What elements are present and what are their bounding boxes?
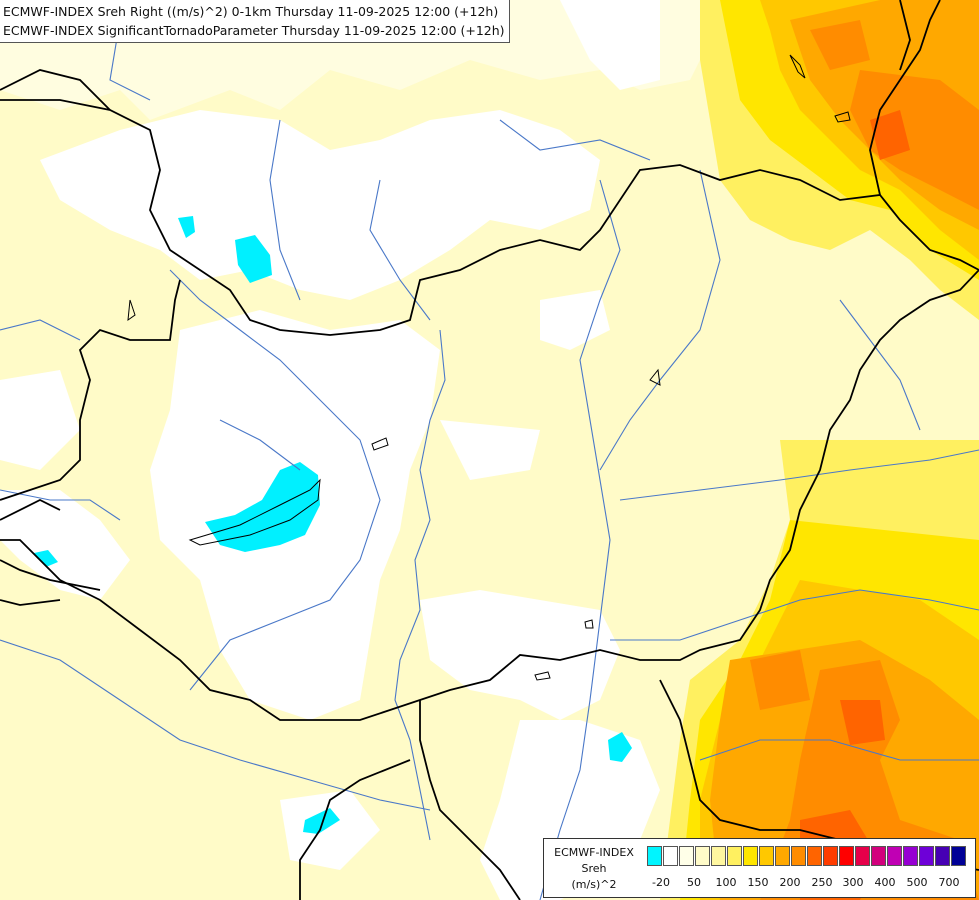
legend-swatch: [823, 846, 838, 866]
legend-swatch: [743, 846, 758, 866]
legend-swatch: [727, 846, 742, 866]
legend-swatch: [887, 846, 902, 866]
legend-swatch: [871, 846, 886, 866]
legend-tick-label: 500: [906, 876, 928, 889]
legend-swatch: [807, 846, 822, 866]
legend-swatch: [903, 846, 918, 866]
legend-swatch: [919, 846, 934, 866]
legend-swatch: [711, 846, 726, 866]
legend-variable: Sreh: [581, 862, 607, 875]
lakes: [127, 54, 851, 681]
legend-swatch: [839, 846, 854, 866]
legend-units: (m/s)^2: [571, 878, 617, 891]
legend-tick-label: 100: [715, 876, 737, 889]
legend-swatch: [679, 846, 694, 866]
color-legend: ECMWF-INDEX Sreh (m/s)^2 -20 50 100 150 200 2…: [543, 838, 976, 898]
legend-tick-label: 400: [874, 876, 896, 889]
legend-tick-label: 200: [779, 876, 801, 889]
legend-tick-label: -20: [652, 876, 670, 889]
negative-sreh-areas: [34, 216, 632, 834]
map-title-box: ECMWF-INDEX Sreh Right ((m/s)^2) 0-1km T…: [0, 0, 510, 43]
legend-tick-label: 250: [811, 876, 833, 889]
title-line-2: ECMWF-INDEX SignificantTornadoParameter …: [3, 23, 505, 38]
legend-tick-label: 300: [842, 876, 864, 889]
rivers: [0, 19, 979, 900]
low-value-areas: [0, 0, 710, 900]
legend-swatch: [695, 846, 710, 866]
legend-tick-label: 150: [747, 876, 769, 889]
legend-swatch: [647, 846, 662, 866]
legend-swatch: [663, 846, 678, 866]
legend-swatch: [935, 846, 950, 866]
legend-tick-label: 50: [687, 876, 701, 889]
legend-tick-label: 700: [938, 876, 960, 889]
title-line-1: ECMWF-INDEX Sreh Right ((m/s)^2) 0-1km T…: [3, 4, 499, 19]
legend-swatch: [855, 846, 870, 866]
legend-swatch: [775, 846, 790, 866]
legend-swatch: [951, 846, 966, 866]
legend-swatch: [759, 846, 774, 866]
legend-swatch: [791, 846, 806, 866]
legend-title: ECMWF-INDEX: [554, 846, 634, 859]
